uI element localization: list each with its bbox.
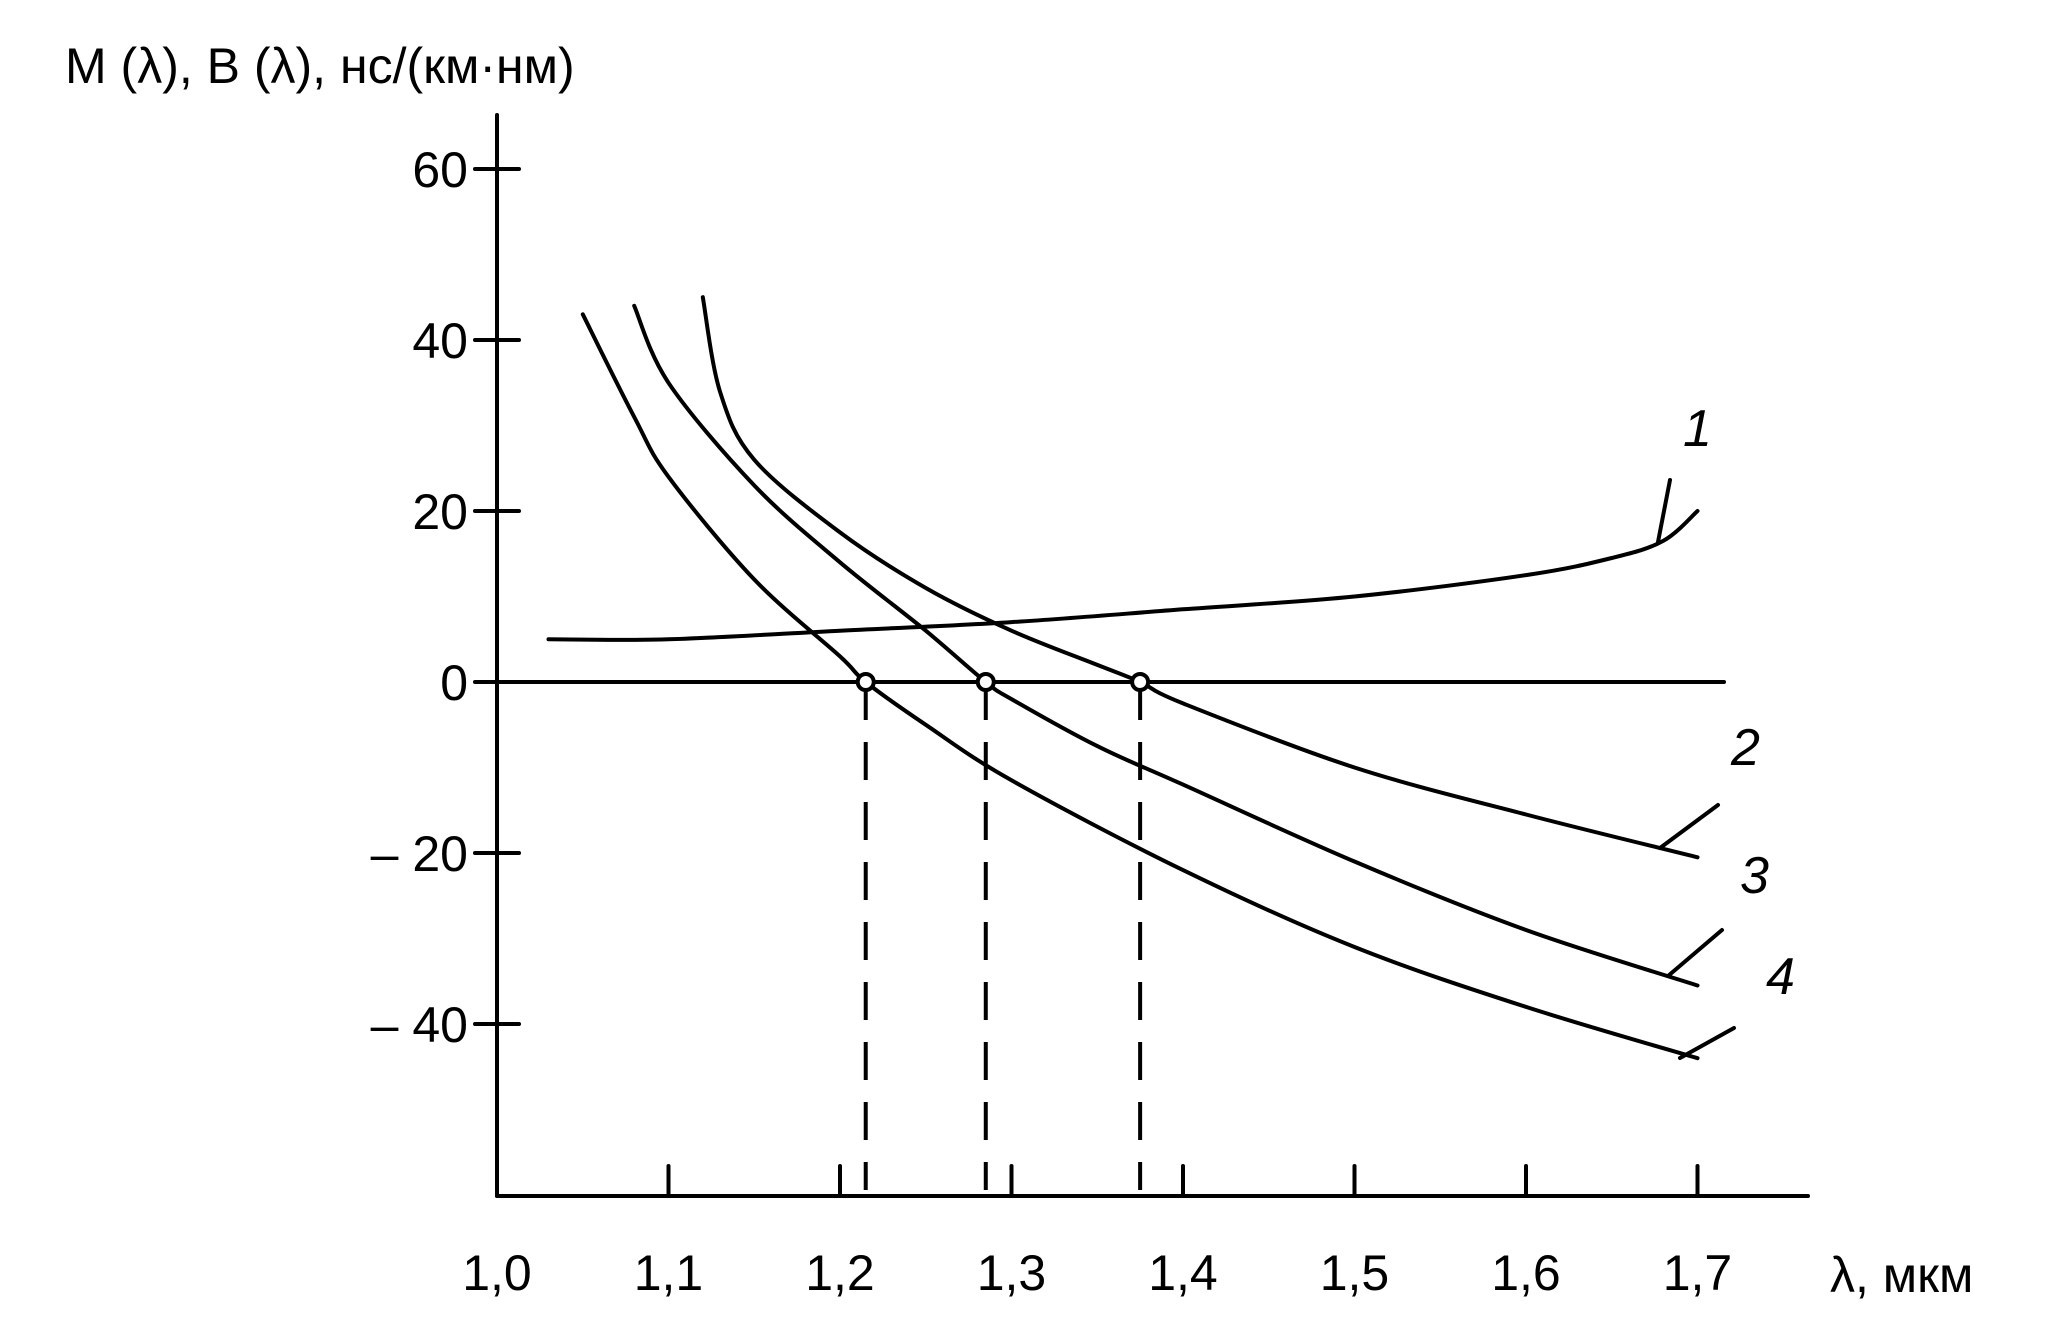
x-tick-label: 1,2 (805, 1245, 875, 1301)
x-tick-label: 1,1 (634, 1245, 704, 1301)
series-label-2: 2 (1730, 719, 1760, 777)
ticks: 60 40 20 0 – 20 – 40 1,0 1,1 1,2 1,3 1,4 1,5 1,6 1,7 (371, 142, 1733, 1301)
zero-crossing-marker (1130, 672, 1151, 692)
y-tick-label: 60 (412, 142, 468, 198)
axes (495, 113, 1810, 1198)
series-line-2 (700, 295, 1700, 860)
y-tick-label: – 40 (371, 997, 468, 1053)
series-label-4: 4 (1766, 948, 1795, 1006)
x-tick-label: 1,4 (1148, 1245, 1218, 1301)
zero-crossing-markers (855, 672, 1151, 692)
zero-crossing-guides (863, 682, 1143, 1190)
y-axis-title: M (λ), B (λ), нс/(км·нм) (65, 38, 575, 94)
x-tick-label: 1,7 (1663, 1245, 1733, 1301)
series-leader-3 (1666, 928, 1724, 978)
series-label-3: 3 (1740, 847, 1769, 905)
series-line-4 (580, 312, 1700, 1061)
x-tick-label: 1,5 (1320, 1245, 1390, 1301)
series-curves (546, 295, 1700, 1061)
series-leader-2 (1658, 803, 1720, 850)
zero-crossing-marker (975, 672, 996, 692)
y-tick-label: 20 (412, 484, 468, 540)
series-leader-1 (1656, 478, 1672, 544)
x-tick-label: 1,0 (462, 1245, 532, 1301)
zero-crossing-marker (855, 672, 876, 692)
series-labels: 1 2 3 4 (1656, 400, 1795, 1060)
x-tick-label: 1,6 (1491, 1245, 1561, 1301)
series-leader-4 (1678, 1026, 1736, 1060)
y-tick-label: 40 (412, 313, 468, 369)
y-tick-label: 0 (440, 655, 468, 711)
series-line-1 (546, 509, 1700, 642)
series-label-1: 1 (1683, 400, 1712, 458)
series-line-3 (632, 303, 1700, 988)
y-tick-label: – 20 (371, 826, 468, 882)
x-axis-title: λ, мкм (1830, 1247, 1973, 1303)
x-tick-label: 1,3 (977, 1245, 1047, 1301)
